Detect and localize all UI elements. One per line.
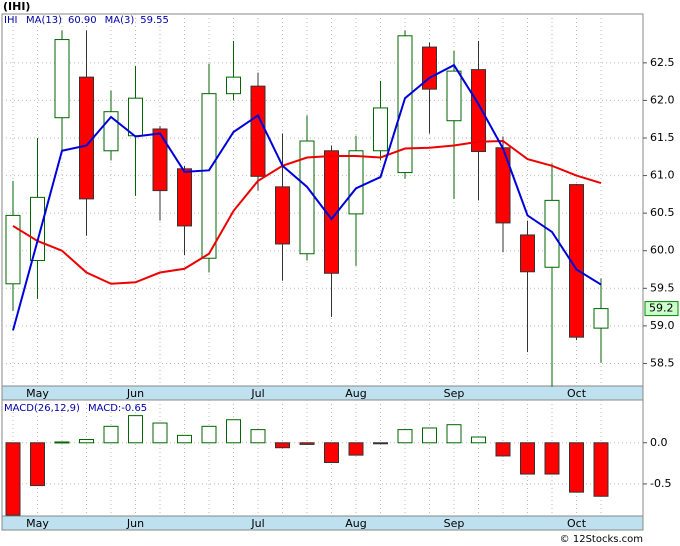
- ma-line: [12, 63, 602, 331]
- macd-bar: [446, 424, 462, 444]
- x-tick-label: Sep: [444, 517, 465, 530]
- y-tick-label: 58.5: [650, 356, 675, 369]
- macd-bar: [348, 442, 364, 456]
- candle-body: [54, 39, 70, 119]
- candle-body: [446, 70, 462, 122]
- x-tick-label: Jun: [126, 387, 144, 400]
- candle-body: [30, 196, 45, 261]
- legend-value: MACD:-0.65: [88, 403, 147, 414]
- candle-body: [373, 107, 388, 152]
- x-tick-label: Oct: [567, 387, 587, 400]
- y-tick-label: -0.5: [650, 477, 671, 490]
- macd-bar: [275, 442, 290, 449]
- y-tick-label: 59.5: [650, 281, 675, 294]
- macd-bar: [324, 442, 339, 464]
- candle-body: [152, 128, 168, 192]
- y-tick-label: 60.5: [650, 206, 675, 219]
- y-tick-label: 60.0: [650, 244, 675, 257]
- macd-bar: [5, 442, 21, 516]
- last-price-box: [644, 301, 679, 317]
- candle-body: [397, 35, 413, 174]
- macd-bar: [152, 422, 168, 444]
- legend-name: MACD(26,12,9): [4, 403, 80, 414]
- macd-bar: [250, 429, 266, 444]
- ma-line: [12, 139, 602, 285]
- macd-bar: [373, 442, 388, 445]
- x-tick-label: Aug: [345, 517, 366, 530]
- legend-value: 59.55: [140, 15, 169, 26]
- legend-value: 60.90: [68, 15, 97, 26]
- x-tick-label: Jul: [250, 517, 264, 530]
- macd-bar: [422, 427, 437, 444]
- x-tick-label: Sep: [444, 387, 465, 400]
- macd-bar: [569, 442, 584, 493]
- macd-bar: [201, 425, 217, 444]
- macd-bar: [128, 415, 143, 444]
- plot-area: [1, 13, 644, 387]
- macd-bar: [226, 419, 241, 444]
- macd-bar: [177, 434, 192, 444]
- y-tick-label: 61.0: [650, 169, 675, 182]
- x-tick-label: Aug: [345, 387, 366, 400]
- x-tick-label: May: [26, 517, 49, 530]
- macd-bar: [54, 441, 70, 444]
- macd-bar: [471, 436, 486, 444]
- candle-body: [324, 150, 339, 274]
- y-tick-label: 62.5: [650, 56, 675, 69]
- macd-bar: [103, 425, 119, 444]
- macd-bar: [593, 442, 609, 497]
- x-tick-label: May: [26, 387, 49, 400]
- macd-bar: [495, 442, 511, 457]
- macd-bar: [544, 442, 560, 475]
- candle-body: [177, 168, 192, 227]
- candle-body: [593, 308, 609, 329]
- legend-symbol: IHI: [4, 15, 17, 26]
- candle-body: [128, 97, 143, 137]
- candle-body: [275, 186, 290, 245]
- macd-bar: [79, 438, 94, 444]
- y-tick-label: 61.5: [650, 131, 675, 144]
- y-tick-label: 59.0: [650, 319, 675, 332]
- candle-body: [79, 76, 94, 200]
- candle-body: [201, 93, 217, 259]
- y-tick-label: 62.0: [650, 93, 675, 106]
- x-axis-strip: [1, 515, 644, 531]
- plot-area: [1, 399, 644, 517]
- macd-bar: [299, 442, 315, 445]
- candle-body: [250, 85, 266, 177]
- candle-body: [471, 69, 486, 153]
- legend-name: MA(3): [105, 15, 135, 26]
- x-tick-label: Jul: [250, 387, 264, 400]
- x-tick-label: Oct: [567, 517, 587, 530]
- chart-title: (IHI): [3, 0, 30, 13]
- macd-bar: [30, 442, 45, 487]
- candle-body: [520, 234, 535, 273]
- macd-bar: [397, 429, 413, 444]
- footer: © 12Stocks.com: [560, 534, 643, 545]
- candle-body: [422, 46, 437, 90]
- macd-bar: [520, 442, 535, 475]
- legend-name: MA(13): [26, 15, 62, 26]
- x-axis-strip: [1, 385, 644, 401]
- candle-body: [569, 184, 584, 338]
- candle-body: [226, 76, 241, 95]
- last-price-label: 59.2: [649, 302, 674, 315]
- candle-body: [348, 150, 364, 215]
- y-tick-label: 0.0: [650, 436, 668, 449]
- candle-body: [544, 199, 560, 268]
- candle-body: [5, 214, 21, 285]
- x-tick-label: Jun: [126, 517, 144, 530]
